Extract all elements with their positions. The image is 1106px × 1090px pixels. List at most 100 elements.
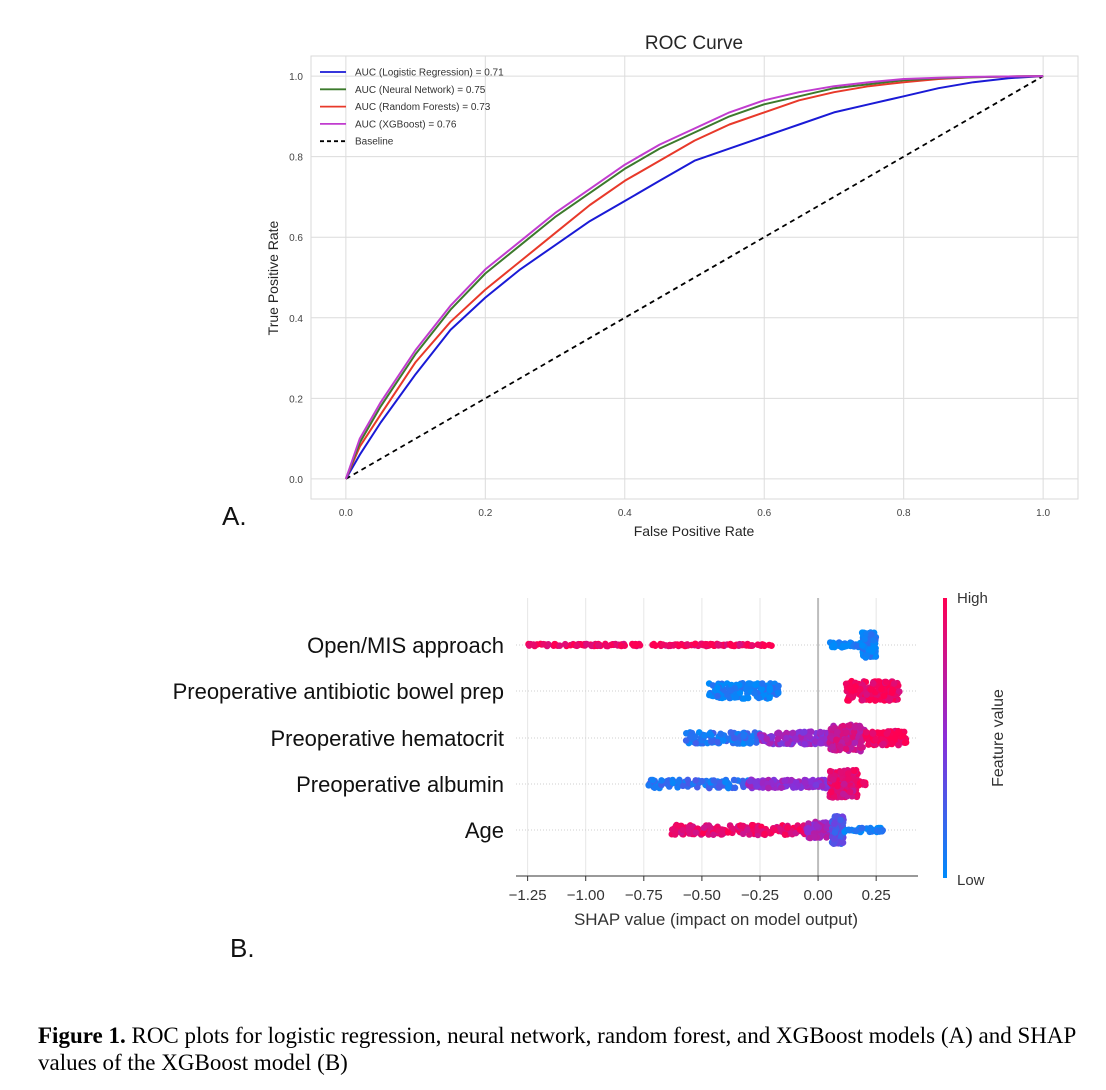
- roc-line-series: [345, 75, 1044, 480]
- shap-dot: [695, 729, 703, 736]
- shap-dot: [700, 829, 707, 837]
- shap-dot: [561, 640, 569, 648]
- shap-feature-label: Preoperative antibiotic bowel prep: [173, 679, 504, 704]
- shap-dot: [671, 831, 679, 838]
- legend-label: AUC (Logistic Regression) = 0.71: [355, 68, 504, 79]
- shap-dot: [871, 697, 879, 704]
- shap-dot: [768, 733, 776, 740]
- shap-dot: [645, 782, 652, 789]
- shap-dot: [771, 826, 778, 834]
- shap-colorbar: [943, 598, 947, 878]
- shap-dot: [842, 745, 850, 753]
- shap-dot: [594, 641, 602, 649]
- shap-dot: [852, 683, 859, 690]
- panel-label-b: B.: [230, 933, 255, 963]
- shap-feature-label: Preoperative albumin: [296, 772, 504, 797]
- shap-dot: [792, 735, 799, 742]
- shap-dot: [766, 686, 774, 694]
- shap-dot: [774, 735, 782, 743]
- shap-dot: [831, 820, 838, 828]
- shap-dot: [790, 784, 797, 791]
- shap-dot: [801, 779, 809, 786]
- shap-dot: [736, 640, 743, 648]
- figure-canvas: 0.0 0.2 0.4 0.6 0.8 1.0 0.0 0.2 0.4 0.6 0.8 1.0 RO…: [173, 33, 1079, 963]
- shap-dots: [525, 629, 910, 847]
- shap-dot: [720, 737, 727, 744]
- roc-y-tick-label: 0.2: [289, 394, 303, 405]
- shap-dot: [890, 735, 898, 742]
- shap-dot: [839, 839, 847, 846]
- shap-dot: [545, 641, 552, 648]
- roc-y-tick-label: 0.0: [289, 475, 303, 486]
- shap-x-ticks: −1.25 −1.00 −0.75 −0.50 −0.25 0.00 0.25: [509, 876, 891, 904]
- shap-dot: [863, 691, 870, 698]
- shap-dot: [753, 738, 760, 746]
- shap-dot: [714, 692, 721, 700]
- legend-label: Baseline: [355, 137, 394, 148]
- shap-dot: [852, 827, 860, 835]
- shap-dot: [698, 777, 706, 785]
- shap-dot: [826, 767, 834, 775]
- shap-x-tick-label: −0.50: [683, 887, 721, 904]
- shap-dot: [669, 779, 677, 787]
- shap-dot: [869, 730, 877, 737]
- shap-dot: [763, 735, 770, 743]
- shap-dot: [781, 777, 789, 784]
- shap-dot: [844, 697, 851, 704]
- shap-dot: [840, 780, 848, 788]
- shap-dot: [658, 777, 665, 784]
- shap-dot: [827, 788, 835, 796]
- shap-dot: [714, 684, 721, 692]
- shap-dot: [858, 824, 866, 832]
- legend-label: AUC (Neural Network) = 0.75: [355, 85, 486, 96]
- shap-dot: [778, 784, 785, 791]
- figure-caption: Figure 1. ROC plots for logistic regress…: [38, 1022, 1078, 1076]
- shap-dot: [759, 680, 766, 687]
- roc-x-axis-label: False Positive Rate: [634, 523, 755, 539]
- shap-dot: [692, 739, 699, 747]
- shap-dot: [540, 640, 547, 648]
- shap-dot: [834, 728, 841, 736]
- shap-dot: [708, 732, 715, 739]
- shap-dot: [679, 826, 687, 834]
- shap-dot: [901, 739, 909, 746]
- shap-dot: [829, 776, 837, 783]
- roc-x-tick-label: 0.8: [897, 508, 911, 519]
- shap-dot: [774, 730, 781, 737]
- shap-dot: [845, 775, 853, 782]
- shap-dot: [829, 743, 836, 751]
- shap-dot: [823, 834, 830, 841]
- shap-dot: [752, 681, 759, 689]
- shap-dot: [718, 831, 725, 838]
- roc-y-tick-label: 1.0: [289, 72, 303, 83]
- shap-dot: [784, 824, 791, 831]
- shap-dot: [739, 830, 747, 838]
- shap-dot: [806, 733, 813, 740]
- shap-dot: [851, 739, 859, 747]
- shap-dot: [870, 637, 877, 644]
- shap-dot: [748, 738, 755, 746]
- shap-dot: [687, 733, 695, 741]
- shap-feature-label: Preoperative hematocrit: [270, 726, 504, 751]
- shap-dot: [896, 688, 903, 695]
- shap-dot: [845, 684, 852, 692]
- shap-dot: [749, 642, 756, 649]
- shap-dot: [831, 829, 839, 836]
- shap-dot: [844, 770, 852, 777]
- shap-dot: [652, 642, 659, 649]
- shap-dot: [878, 685, 885, 693]
- shap-dot: [651, 784, 658, 791]
- roc-x-tick-label: 0.6: [757, 508, 771, 519]
- roc-gridlines: [311, 56, 1078, 499]
- panel-label-a: A.: [222, 501, 247, 531]
- shap-dot: [739, 822, 746, 830]
- shap-dot: [799, 729, 807, 736]
- shap-dot: [744, 694, 752, 702]
- shap-dot: [649, 776, 656, 784]
- roc-y-tick-label: 0.6: [289, 233, 303, 244]
- shap-dot: [787, 830, 795, 837]
- shap-dot: [768, 642, 775, 649]
- shap-dot: [843, 729, 850, 736]
- roc-series-lines: [344, 75, 1044, 480]
- shap-dot: [868, 631, 875, 638]
